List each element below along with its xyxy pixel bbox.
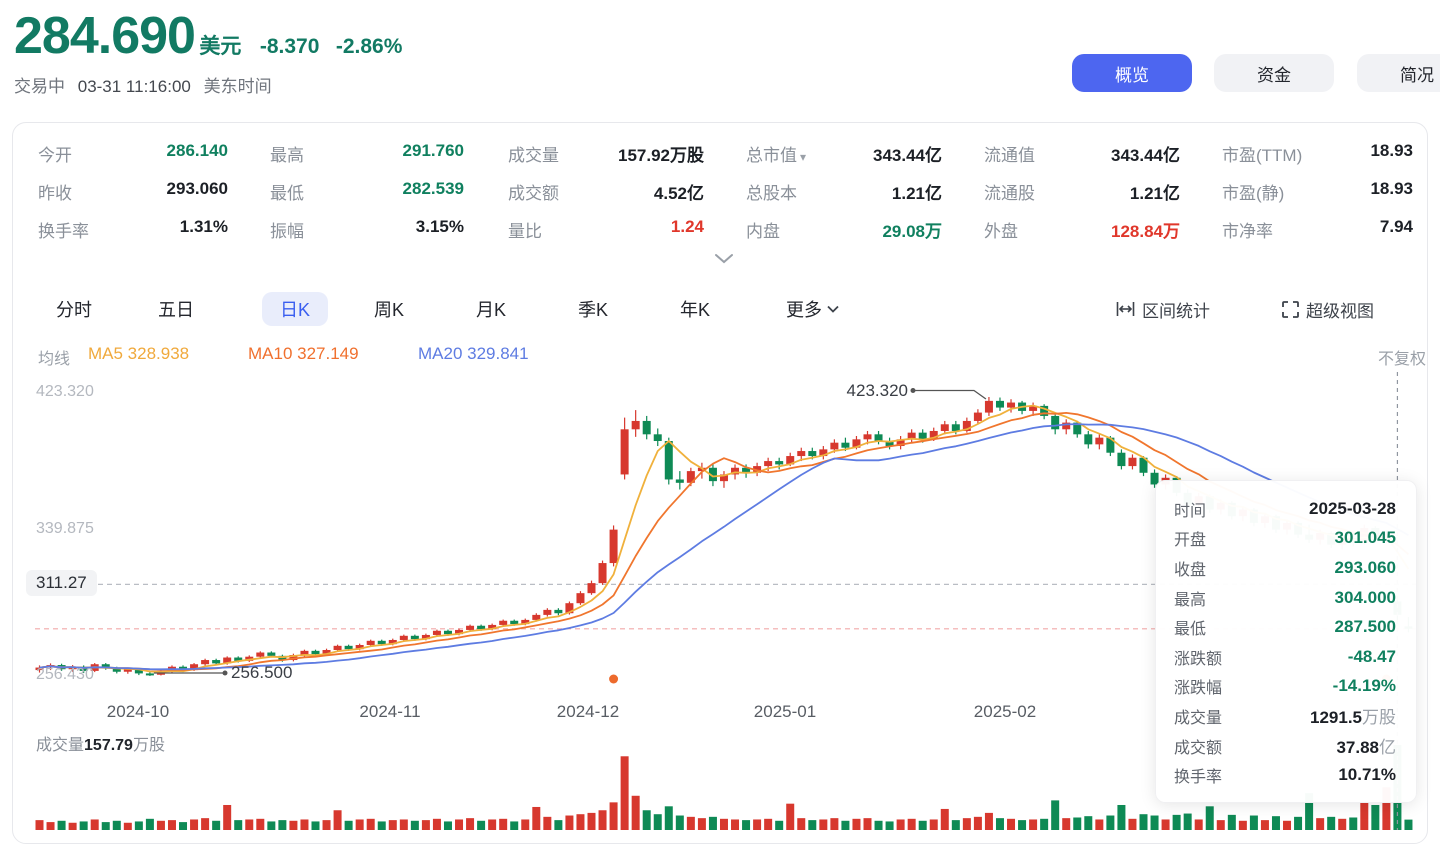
candle-tooltip: 时间 2025-03-28 开盘 301.045 收盘 293.060 最高 304.0… (1155, 480, 1417, 803)
stat-value: 343.44亿 (1111, 146, 1180, 165)
stat-label: 外盘 (984, 222, 1018, 241)
stat-value: 1.21亿 (1129, 184, 1180, 203)
stat-label: 量比 (508, 222, 542, 241)
quote-datetime: 03-31 11:16:00 (77, 77, 191, 96)
range-stats-button[interactable]: 区间统计 (1116, 294, 1210, 324)
stat-value: 29.08万 (882, 222, 942, 241)
tab-monthly-k[interactable]: 月K (476, 300, 507, 320)
super-view-button[interactable]: 超级视图 (1282, 294, 1374, 324)
tooltip-row: 最高 304.000 (1174, 587, 1396, 609)
tooltip-row: 最低 287.500 (1174, 617, 1396, 639)
volume-pane-label: 成交量157.79万股 (36, 737, 165, 754)
stat-label: 流通值 (984, 146, 1035, 165)
tooltip-row: 涨跌额 -48.47 (1174, 646, 1396, 668)
x-axis-month: 2025-02 (973, 702, 1037, 721)
y-axis-label-high: 423.320 (36, 383, 94, 400)
price-change: -8.370 (259, 35, 320, 58)
stat-label: 昨收 (38, 184, 72, 203)
stat-value: 157.92万股 (618, 146, 704, 165)
ma-legend-title: 均线 (38, 351, 71, 368)
tab-funds[interactable]: 资金 (1214, 54, 1334, 92)
stat-label: 今开 (38, 146, 72, 165)
stat-value: 291.760 (402, 141, 464, 160)
x-axis-month: 2024-11 (359, 702, 421, 721)
currency-label: 美元 (199, 35, 242, 58)
tab-intraday[interactable]: 分时 (56, 300, 92, 320)
tab-more[interactable]: 更多 (786, 292, 839, 326)
stat-label: 成交量 (508, 146, 559, 165)
stat-value: 7.94 (1379, 217, 1413, 236)
x-axis-month: 2025-01 (753, 702, 817, 721)
super-view-icon (1282, 300, 1299, 318)
tooltip-row: 时间 2025-03-28 (1174, 498, 1396, 520)
tooltip-row: 开盘 301.045 (1174, 528, 1396, 550)
low-price-annotation: 256.500 (231, 663, 293, 682)
stat-value: 4.52亿 (653, 184, 704, 203)
ma10-legend: MA10 327.149 (248, 344, 359, 363)
chevron-down-icon (827, 305, 839, 313)
adjust-mode-label[interactable]: 不复权 (1378, 351, 1427, 368)
stat-label: 最高 (270, 146, 304, 165)
stat-label: 换手率 (38, 222, 89, 241)
x-axis-month: 2024-10 (106, 702, 170, 721)
stat-label-market-cap: 总市值 ▾ (746, 146, 807, 165)
tab-profile[interactable]: 简况 (1357, 54, 1440, 92)
price-header: 284.690 美元 -8.370 -2.86% (14, 6, 402, 66)
price-change-pct: -2.86% (335, 35, 403, 58)
stat-label: 振幅 (270, 222, 304, 241)
tooltip-row: 涨跌幅 -14.19% (1174, 676, 1396, 698)
stat-value: 18.93 (1370, 179, 1413, 198)
stat-value: 293.060 (166, 179, 228, 198)
market-cap-dropdown-icon[interactable]: ▾ (800, 150, 807, 164)
x-axis-month: 2024-12 (556, 702, 620, 721)
collapse-stats-chevron-icon[interactable] (714, 252, 734, 270)
tooltip-row: 换手率 10.71% (1174, 765, 1396, 787)
tooltip-row: 成交额 37.88亿 (1174, 738, 1396, 758)
last-price: 284.690 (14, 7, 196, 65)
stat-label: 流通股 (984, 184, 1035, 203)
tab-quarterly-k[interactable]: 季K (578, 300, 609, 320)
stat-label: 市盈(TTM) (1222, 146, 1303, 165)
ma20-legend: MA20 329.841 (418, 344, 529, 363)
tab-weekly-k[interactable]: 周K (374, 300, 405, 320)
stat-value: 286.140 (166, 141, 228, 160)
tooltip-row: 成交量 1291.5万股 (1174, 708, 1396, 728)
tooltip-row: 收盘 293.060 (1174, 557, 1396, 579)
stat-label: 内盘 (746, 222, 780, 241)
stat-value: 1.31% (179, 217, 228, 236)
high-price-annotation: 423.320 (846, 381, 908, 400)
stat-label: 总股本 (746, 184, 797, 203)
stat-value: 1.21亿 (891, 184, 942, 203)
stat-value: 3.15% (415, 217, 464, 236)
stat-value: 1.24 (670, 217, 704, 236)
ma5-legend: MA5 328.938 (88, 344, 190, 363)
tab-overview[interactable]: 概览 (1072, 54, 1192, 92)
tab-5day[interactable]: 五日 (158, 300, 194, 320)
stat-value: 128.84万 (1111, 222, 1180, 241)
timezone-label: 美东时间 (203, 77, 272, 96)
quote-status-row: 交易中 03-31 11:16:00 美东时间 (14, 72, 272, 97)
stat-label: 市盈(静) (1222, 184, 1285, 203)
trading-status: 交易中 (14, 77, 65, 96)
y-axis-label-mid: 339.875 (36, 520, 94, 537)
guide-price-label[interactable]: 311.27 (26, 570, 97, 596)
tab-yearly-k[interactable]: 年K (680, 300, 711, 320)
stat-value: 18.93 (1370, 141, 1413, 160)
stat-value: 343.44亿 (873, 146, 942, 165)
stat-label: 成交额 (508, 184, 559, 203)
stat-label: 市净率 (1222, 222, 1273, 241)
stat-value: 282.539 (402, 179, 464, 198)
tab-daily-k[interactable]: 日K (262, 292, 328, 326)
range-stats-icon (1116, 302, 1135, 316)
stat-label: 最低 (270, 184, 304, 203)
y-axis-label-low: 256.430 (36, 666, 94, 683)
